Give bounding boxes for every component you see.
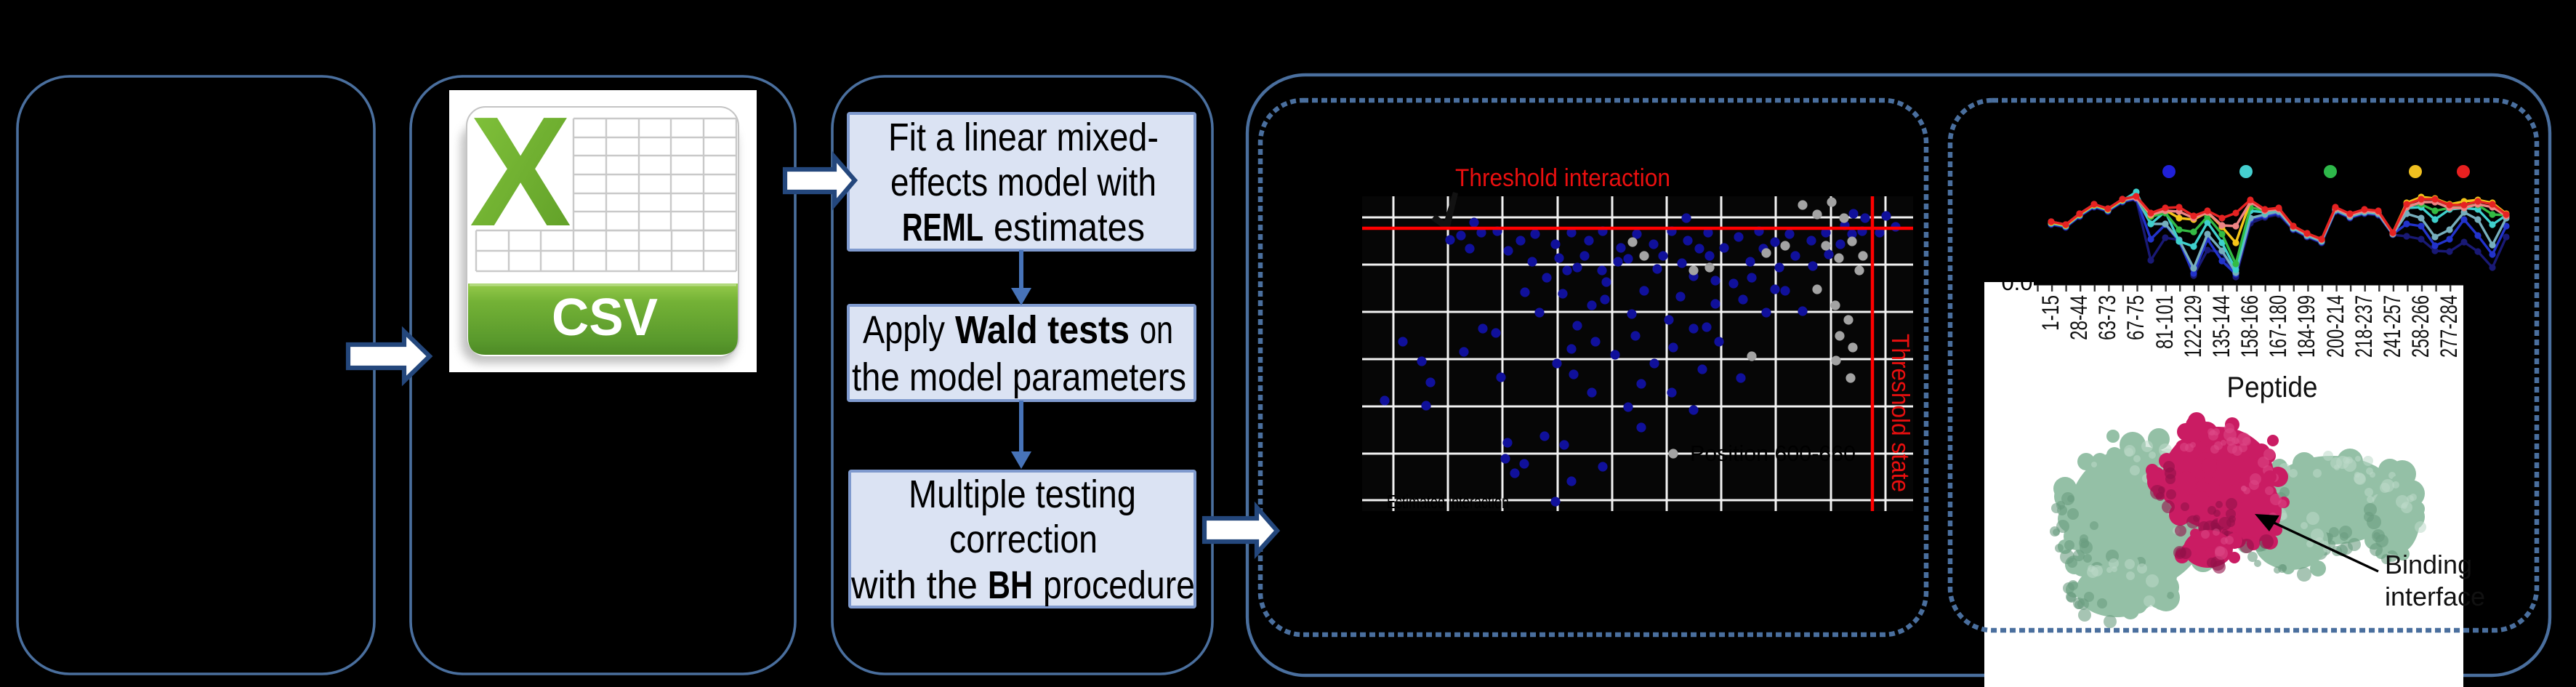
svg-text:135-144: 135-144 bbox=[2208, 295, 2234, 358]
svg-text:with the: with the bbox=[850, 563, 978, 607]
svg-text:200-214: 200-214 bbox=[2322, 295, 2348, 358]
svg-text:REML: REML bbox=[902, 206, 983, 249]
svg-text:277-284: 277-284 bbox=[2436, 295, 2462, 358]
svg-text:167-180: 167-180 bbox=[2265, 295, 2291, 358]
svg-text:81-101: 81-101 bbox=[2152, 295, 2178, 349]
svg-text:Threshold interaction: Threshold interaction bbox=[1455, 164, 1670, 192]
svg-text:184-199: 184-199 bbox=[2293, 295, 2319, 358]
svg-text:28-44: 28-44 bbox=[2066, 295, 2092, 340]
svg-text:1-15: 1-15 bbox=[2037, 295, 2064, 331]
svg-text:the model parameters: the model parameters bbox=[852, 355, 1186, 399]
svg-text:Peptide: Peptide bbox=[2227, 371, 2318, 403]
svg-text:Threshold state: Threshold state bbox=[1886, 334, 1914, 492]
svg-text:on: on bbox=[1140, 308, 1173, 352]
svg-text:158-166: 158-166 bbox=[2237, 295, 2263, 358]
svg-text:X: X bbox=[470, 84, 571, 259]
svg-text:Fit a linear mixed-: Fit a linear mixed- bbox=[888, 116, 1159, 159]
svg-text:Wald tests: Wald tests bbox=[955, 308, 1130, 352]
svg-text:258-266: 258-266 bbox=[2407, 295, 2434, 358]
svg-text:CSV: CSV bbox=[552, 289, 658, 347]
svg-text:218-237: 218-237 bbox=[2351, 295, 2377, 358]
svg-text:procedure: procedure bbox=[1043, 563, 1195, 607]
svg-text:63-73: 63-73 bbox=[2094, 295, 2120, 340]
svg-text:241-257: 241-257 bbox=[2379, 295, 2405, 358]
svg-text:Multiple testing: Multiple testing bbox=[909, 473, 1136, 516]
svg-text:Position 600-660: Position 600-660 bbox=[1690, 441, 1856, 466]
svg-text:correction: correction bbox=[949, 518, 1098, 561]
svg-text:122-129: 122-129 bbox=[2180, 295, 2206, 358]
svg-text:67-75: 67-75 bbox=[2122, 295, 2149, 340]
svg-text:effects model with: effects model with bbox=[890, 161, 1156, 204]
svg-text:Estimated interaction: Estimated interaction bbox=[1387, 491, 1509, 513]
svg-text:BH: BH bbox=[988, 563, 1033, 607]
svg-text:Apply: Apply bbox=[863, 308, 945, 352]
svg-text:Binding: Binding bbox=[2385, 550, 2472, 579]
svg-text:estimates: estimates bbox=[994, 206, 1145, 249]
svg-text:interface: interface bbox=[2385, 582, 2485, 611]
